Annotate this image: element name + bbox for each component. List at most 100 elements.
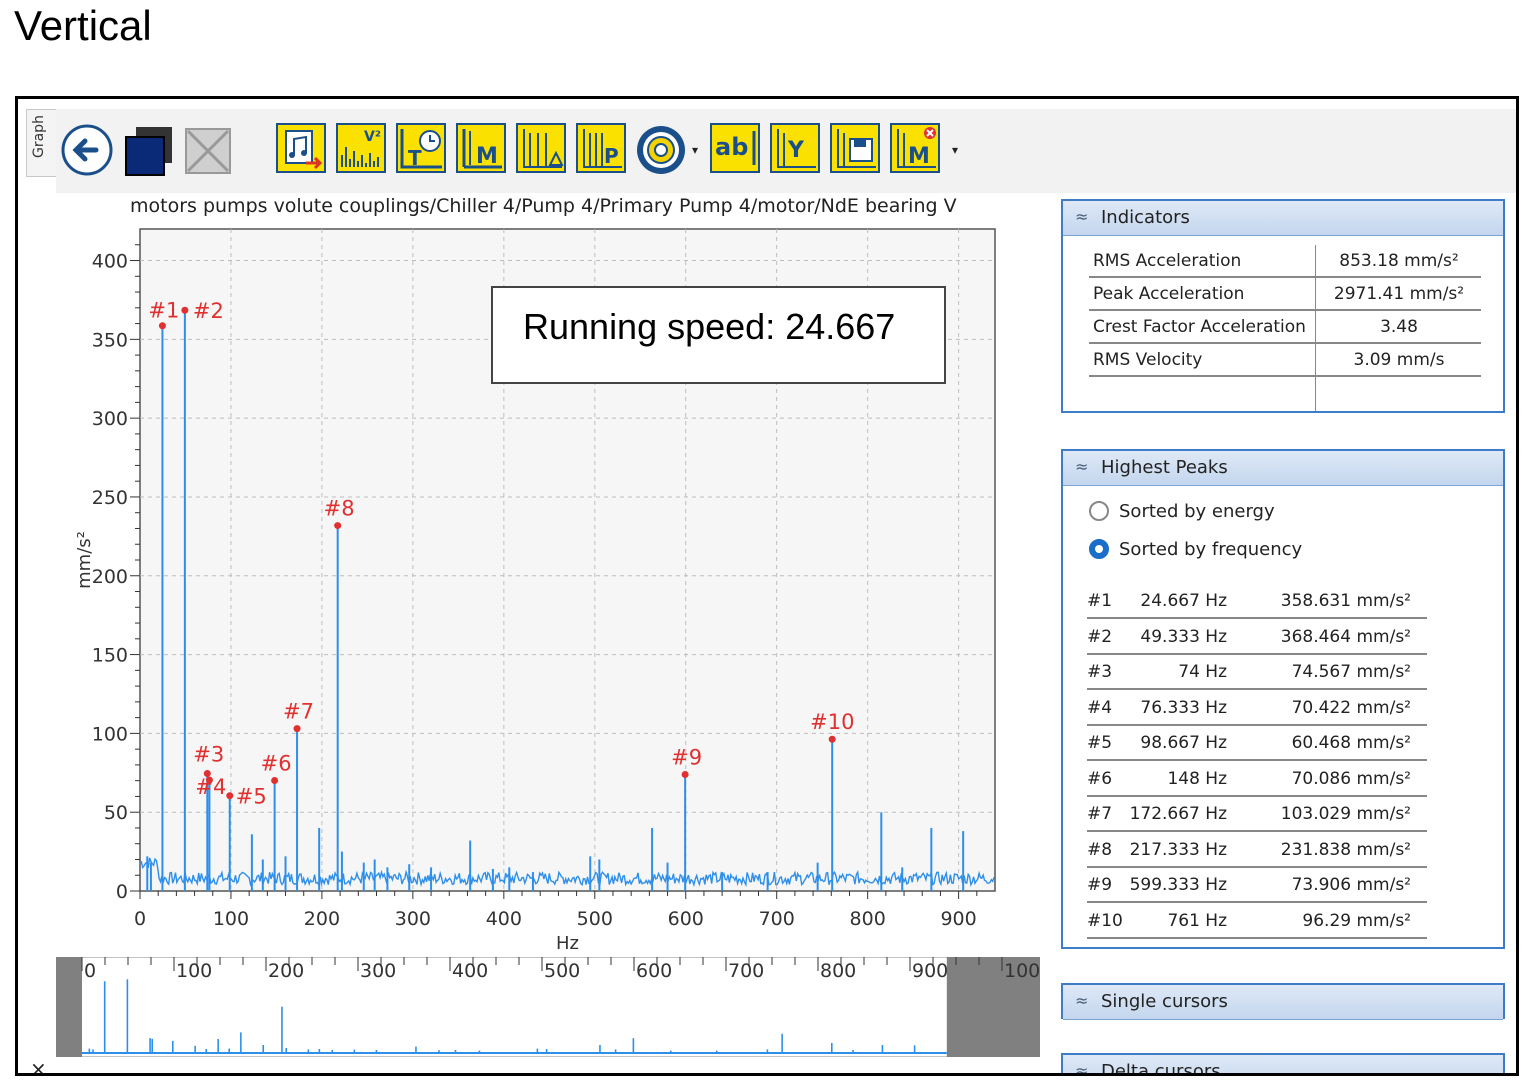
bearing-button[interactable] bbox=[634, 123, 688, 181]
indicator-row: RMS Acceleration 853.18 mm/s² bbox=[1089, 245, 1481, 278]
single-cursors-header[interactable]: ≈ Single cursors bbox=[1063, 985, 1503, 1020]
peak-amplitude: 73.906 mm/s² bbox=[1291, 875, 1411, 895]
peak-id: #8 bbox=[1087, 839, 1113, 860]
graph-window: Graph V² T M P ▾ ab Y M ▾ motors pumps bbox=[15, 96, 1519, 1076]
peak-label: #7 bbox=[283, 700, 314, 724]
export-button[interactable] bbox=[276, 123, 326, 173]
peak-row: #3 74 Hz 74.567 mm/s² bbox=[1087, 654, 1427, 690]
x-tick-label: 900 bbox=[940, 908, 976, 930]
collapse-chevron-icon: ≈ bbox=[1075, 207, 1089, 226]
graph-side-tab[interactable]: Graph bbox=[26, 109, 57, 177]
running-speed-text: Running speed: 24.667 bbox=[523, 306, 896, 347]
disabled-image-button[interactable] bbox=[182, 123, 236, 181]
peak-frequency: 148 Hz bbox=[1167, 768, 1227, 789]
peak-amplitude: 70.086 mm/s² bbox=[1291, 768, 1411, 789]
peak-label: #2 bbox=[193, 299, 224, 323]
peak-row: #2 49.333 Hz 368.464 mm/s² bbox=[1087, 619, 1427, 655]
back-button[interactable] bbox=[60, 123, 114, 181]
close-icon[interactable]: × bbox=[30, 1057, 47, 1076]
y-tick-label: 250 bbox=[92, 487, 128, 509]
single-cursors-panel[interactable]: ≈ Single cursors bbox=[1061, 983, 1505, 1020]
x-tick-label: 100 bbox=[213, 908, 249, 930]
expand-chevron-icon: ≈ bbox=[1075, 991, 1089, 1010]
spectrum-noise-trace bbox=[139, 857, 995, 888]
overlay-button[interactable] bbox=[122, 123, 176, 181]
peak-id: #2 bbox=[1087, 626, 1113, 647]
peak-frequency: 761 Hz bbox=[1167, 910, 1227, 931]
peak-marker bbox=[205, 776, 213, 784]
indicator-value: 3.09 mm/s bbox=[1353, 350, 1445, 370]
sort-by-frequency-radio[interactable] bbox=[1089, 539, 1109, 559]
peak-frequency: 49.333 Hz bbox=[1140, 626, 1227, 647]
peak-row: #1 24.667 Hz 358.631 mm/s² bbox=[1087, 583, 1427, 619]
delta-cursors-panel[interactable]: ≈ Delta cursors bbox=[1061, 1053, 1505, 1076]
timer-button[interactable]: T bbox=[396, 123, 446, 173]
bearing-dropdown-caret[interactable]: ▾ bbox=[692, 143, 699, 157]
peak-p-icon: P bbox=[583, 129, 622, 168]
peak-amplitude: 74.567 mm/s² bbox=[1291, 662, 1411, 682]
highest-peaks-title: Highest Peaks bbox=[1101, 457, 1228, 478]
page-heading: Vertical bbox=[14, 2, 152, 49]
label-button[interactable]: ab bbox=[710, 123, 760, 173]
overview-navigator[interactable]: 0 100 200 300 400 500 600 700 800 900 1000 bbox=[56, 957, 1040, 1057]
y-cursor-button[interactable]: Y bbox=[770, 123, 820, 173]
navigator-tick-label: 300 bbox=[360, 960, 396, 982]
indicators-table: RMS Acceleration 853.18 mm/s² Peak Accele… bbox=[1089, 245, 1481, 377]
peak-id: #5 bbox=[1087, 733, 1113, 753]
x-axis-label: Hz bbox=[556, 933, 579, 954]
indicators-column-divider bbox=[1315, 245, 1316, 411]
peak-row: #8 217.333 Hz 231.838 mm/s² bbox=[1087, 832, 1427, 868]
sort-by-energy-label[interactable]: Sorted by energy bbox=[1119, 501, 1275, 522]
y-cursor-icon: Y bbox=[777, 129, 816, 168]
indicator-label: RMS Acceleration bbox=[1093, 251, 1242, 271]
peak-label: #4 bbox=[195, 775, 226, 799]
indicators-header[interactable]: ≈ Indicators bbox=[1063, 201, 1503, 236]
navigator-tick-label: 600 bbox=[636, 960, 672, 982]
navigator-tick-label: 800 bbox=[820, 960, 856, 982]
y-tick-label: 50 bbox=[104, 802, 128, 824]
marker-dropdown-caret[interactable]: ▾ bbox=[952, 143, 959, 157]
plot-title: motors pumps volute couplings/Chiller 4/… bbox=[130, 195, 957, 217]
peak-frequency: 599.333 Hz bbox=[1129, 875, 1227, 895]
peak-id: #3 bbox=[1087, 662, 1113, 682]
marker-m-icon: M bbox=[462, 129, 502, 169]
remove-marker-button[interactable]: M bbox=[890, 123, 940, 173]
harmonic-markers-button[interactable] bbox=[516, 123, 566, 173]
peak-row: #7 172.667 Hz 103.029 mm/s² bbox=[1087, 796, 1427, 832]
disabled-image-icon bbox=[185, 128, 231, 174]
peak-label: #10 bbox=[810, 710, 854, 734]
marker-button[interactable]: M bbox=[456, 123, 506, 173]
x-tick-label: 0 bbox=[134, 908, 146, 930]
spectrum-ve-icon: V² bbox=[341, 129, 381, 167]
expand-chevron-icon: ≈ bbox=[1075, 1061, 1089, 1076]
peak-frequency: 74 Hz bbox=[1178, 662, 1227, 682]
indicator-label: RMS Velocity bbox=[1093, 350, 1203, 370]
sort-by-frequency-label[interactable]: Sorted by frequency bbox=[1119, 539, 1303, 560]
navigator-tick-label: 100 bbox=[176, 960, 212, 982]
y-axis-label: mm/s² bbox=[74, 531, 95, 589]
x-tick-label: 700 bbox=[759, 908, 795, 930]
peak-row: #6 148 Hz 70.086 mm/s² bbox=[1087, 761, 1427, 797]
spectrum-ve-button[interactable]: V² bbox=[336, 123, 386, 173]
peak-amplitude: 358.631 mm/s² bbox=[1280, 591, 1411, 611]
highest-peaks-header[interactable]: ≈ Highest Peaks bbox=[1063, 451, 1503, 486]
save-cursor-button[interactable] bbox=[830, 123, 880, 173]
svg-text:M: M bbox=[476, 144, 498, 169]
x-tick-label: 300 bbox=[395, 908, 431, 930]
y-tick-label: 300 bbox=[92, 408, 128, 430]
delta-cursors-title: Delta cursors bbox=[1101, 1061, 1221, 1076]
navigator-frame bbox=[56, 957, 1040, 1057]
running-speed-annotation: Running speed: 24.667 bbox=[491, 286, 946, 384]
peak-row: #10 761 Hz 96.29 mm/s² bbox=[1087, 903, 1427, 939]
x-tick-label: 600 bbox=[668, 908, 704, 930]
indicator-value: 2971.41 mm/s² bbox=[1333, 284, 1465, 304]
peak-id: #7 bbox=[1087, 804, 1113, 824]
harmonic-markers-icon bbox=[523, 129, 564, 168]
peak-button[interactable]: P bbox=[576, 123, 626, 173]
delta-cursors-header[interactable]: ≈ Delta cursors bbox=[1063, 1055, 1503, 1076]
export-music-icon bbox=[285, 130, 323, 170]
indicator-value: 3.48 bbox=[1380, 317, 1418, 337]
peak-row: #4 76.333 Hz 70.422 mm/s² bbox=[1087, 690, 1427, 726]
sort-by-energy-radio[interactable] bbox=[1089, 501, 1109, 521]
peak-id: #4 bbox=[1087, 697, 1113, 718]
